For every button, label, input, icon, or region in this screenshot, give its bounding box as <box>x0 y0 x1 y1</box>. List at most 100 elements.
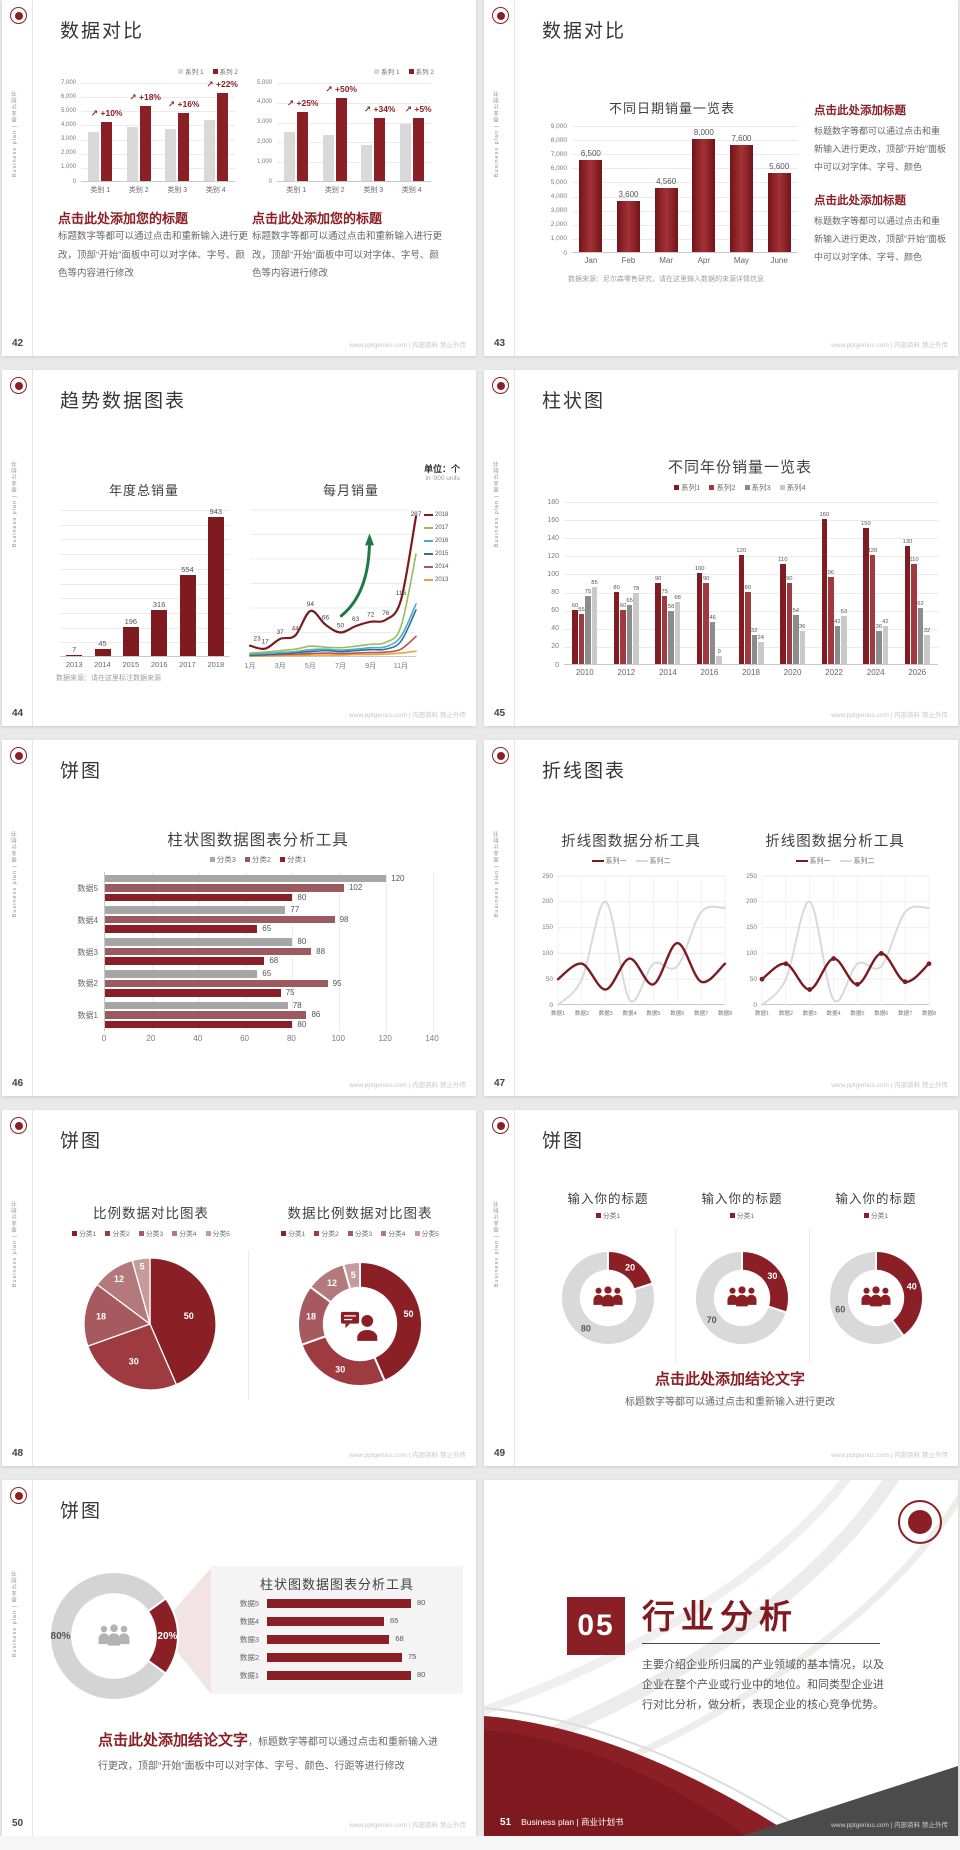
y-axis-label: 3,000 <box>60 136 76 143</box>
grid-line <box>277 142 431 144</box>
value-label: 90 <box>786 575 793 582</box>
chart-title: 折线图数据分析工具 <box>561 834 701 850</box>
legend-swatch <box>314 1230 320 1236</box>
slide-thumbnail-51[interactable]: 05 行业分析 主要介绍企业所归属的产业领域的基本情况，以及企业在整个产业或行业… <box>484 1480 958 1836</box>
curve-line <box>484 1707 815 1836</box>
y-category-label: 数据4 <box>77 915 98 925</box>
x-axis-label: 2022 <box>825 668 843 677</box>
slide-thumbnail-42[interactable]: Business plan | 商业计划书 数据对比 系列 1 系列 2 ↗ +10… <box>2 0 476 356</box>
y-axis-label: 0 <box>753 1001 757 1009</box>
grid-line <box>572 224 798 226</box>
legend-swatch <box>839 860 852 862</box>
donut-chart-2: 输入你的标题 分类1 30 70 <box>682 1188 802 1364</box>
bar <box>139 106 151 181</box>
slide-thumbnail-44[interactable]: Business plan | 商业计划书 趋势数据图表 单位：个 in '00… <box>2 370 476 726</box>
row-label: 数据3 <box>239 1635 259 1644</box>
brand-seal-core <box>14 381 23 390</box>
slide-thumbnail-46[interactable]: Business plan | 商业计划书 饼图 柱状图数据图表分析工具 分类3 分… <box>2 740 476 1096</box>
grid-line <box>60 598 230 600</box>
bar <box>105 1020 293 1029</box>
bar <box>730 144 753 252</box>
sidebar-vertical-text: Business plan | 商业计划书 <box>494 90 500 178</box>
bar <box>105 1011 307 1019</box>
x-axis-label: 类别 2 <box>324 187 345 194</box>
page-number: 44 <box>12 708 24 719</box>
y-axis-label: 160 <box>547 516 559 524</box>
value-label: 42 <box>834 618 841 625</box>
center-icon <box>860 1286 892 1313</box>
x-axis-label: 数据8 <box>717 1011 733 1017</box>
legend-label: 2017 <box>435 525 449 531</box>
chart-title: 输入你的标题 <box>567 1192 649 1206</box>
slide-thumbnail-45[interactable]: Business plan | 商业计划书 柱状图 不同年份销量一览表 系列1 系列… <box>484 370 958 726</box>
slide-footer: www.pptgenius.com | 内部资料 禁止外传 <box>349 712 466 719</box>
brand-seal-icon <box>492 1117 509 1134</box>
x-axis-label: 类别 1 <box>90 187 111 194</box>
page-number: 48 <box>12 1448 24 1459</box>
x-axis-label: 5月 <box>304 663 316 670</box>
bar <box>105 884 344 892</box>
slide-thumbnail-47[interactable]: Business plan | 商业计划书 折线图表 折线图数据分析工具 系列一系… <box>484 740 958 1096</box>
slide-thumbnail-50[interactable]: Business plan | 商业计划书 饼图 20% 80% 柱状图数据图表分… <box>2 1480 476 1836</box>
slide-thumbnail-48[interactable]: Business plan | 商业计划书 饼图 比例数据对比图表 分类1 分类2 分… <box>2 1110 476 1466</box>
x-axis-label: 数据7 <box>694 1011 709 1017</box>
red-wave-shadow <box>484 1730 746 1836</box>
y-axis-label: 0 <box>563 249 567 257</box>
bar <box>620 609 626 664</box>
legend-label: 分类4 <box>388 1231 406 1238</box>
x-axis-label: 60 <box>240 1034 250 1043</box>
slide-thumbnail-49[interactable]: Business plan | 商业计划书 饼图 输入你的标题 分类1 20 80 输… <box>484 1110 958 1466</box>
pie-label: 5 <box>351 1270 356 1280</box>
bar <box>94 649 111 656</box>
bar <box>105 915 335 924</box>
sidebar-vertical-text: Business plan | 商业计划书 <box>494 1200 500 1288</box>
data-point-label: 17 <box>261 639 269 646</box>
legend-swatch <box>424 553 433 555</box>
sidebar-divider <box>514 370 515 726</box>
x-axis-label: 数据6 <box>874 1011 889 1017</box>
bar <box>828 577 834 664</box>
panel-bar-rows: 数据5 80 数据4 65 数据3 68 数据2 75 数据1 80 <box>221 1598 455 1688</box>
data-point-label: 287 <box>411 511 422 518</box>
person-speech-icon <box>340 1311 378 1341</box>
legend-swatch <box>280 857 286 862</box>
bar <box>751 635 757 664</box>
x-axis-label: 数据5 <box>646 1011 661 1017</box>
legend-label: 系列一 <box>605 858 627 865</box>
x-axis-label: 2015 <box>122 660 140 669</box>
pct-label: ↗ +5% <box>404 103 432 114</box>
legend-swatch <box>674 485 680 490</box>
slide-thumbnail-43[interactable]: Business plan | 商业计划书 数据对比 不同日期销量一览表 6,50… <box>484 0 958 356</box>
slide-footer: www.pptgenius.com | 内部资料 禁止外传 <box>349 1822 466 1829</box>
bar <box>361 145 373 181</box>
conclusion-body: ，标题数字等都可以通过点击和重新输入进行更改，顶部“开始”面板中可以对字体、字号… <box>98 1737 439 1772</box>
value-label: 102 <box>348 883 363 893</box>
slide-footer: www.pptgenius.com | 内部资料 禁止外传 <box>831 1082 948 1089</box>
legend-swatch <box>744 485 750 490</box>
chart-legend: 系列 1 系列 2 <box>248 66 434 76</box>
slide-title: 折线图表 <box>542 761 627 782</box>
grid-line <box>572 126 798 127</box>
y-axis-label: 0 <box>549 1001 553 1009</box>
grid-line <box>81 83 235 84</box>
x-axis-label: 数据4 <box>622 1011 637 1017</box>
value-label: 80 <box>417 1670 426 1679</box>
legend-label: 2014 <box>435 564 449 570</box>
percentage-donut-chart: 20% 80% <box>44 1566 184 1706</box>
plot-area: 6,500 3,600 4,560 8,000 7,600 5,600 <box>572 126 798 253</box>
x-axis-label: 80 <box>286 1034 296 1043</box>
legend-label: 系列 1 <box>185 69 204 76</box>
y-axis-label: 0 <box>72 178 76 185</box>
value-label: 90 <box>702 575 710 582</box>
conclusion-heading: 点击此处添加结论文字 <box>654 1371 805 1388</box>
bar-list-panel: 柱状图数据图表分析工具 数据5 80 数据4 65 数据3 68 数据2 75 数据1 80 <box>211 1566 463 1694</box>
grid-line <box>60 539 230 541</box>
value-label: 4,560 <box>656 176 677 186</box>
pie-label: 5 <box>140 1261 145 1271</box>
x-axis-label: 数据3 <box>802 1011 817 1017</box>
data-point-label: 50 <box>337 623 345 630</box>
bar <box>284 131 296 181</box>
pie-label: 30 <box>335 1364 345 1374</box>
slide-title: 数据对比 <box>542 21 627 42</box>
data-point-label: 116 <box>396 590 407 597</box>
